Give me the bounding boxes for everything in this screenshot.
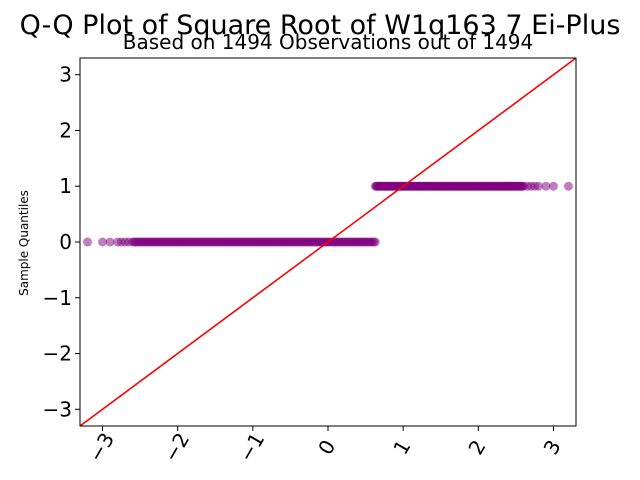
y-tick-label: −1 (43, 286, 72, 310)
x-tick-label: 3 (539, 436, 566, 459)
y-tick-label: −2 (43, 342, 72, 366)
x-tick-label: 2 (463, 436, 490, 459)
data-point (548, 181, 558, 191)
chart-subtitle: Based on 1494 Observations out of 1494 (123, 30, 534, 54)
data-point (541, 181, 551, 191)
x-tick-label: 1 (388, 436, 415, 459)
y-tick-label: 0 (59, 230, 72, 254)
data-point (98, 237, 108, 247)
data-point (370, 237, 380, 247)
data-marks (80, 58, 576, 426)
data-point (533, 181, 543, 191)
x-tick-label: −2 (159, 428, 195, 466)
data-point (563, 181, 573, 191)
x-tick-label: 0 (313, 436, 340, 459)
data-point (105, 237, 115, 247)
y-axis-label: Sample Quantiles (17, 190, 31, 296)
x-tick-label: −3 (83, 428, 119, 466)
y-tick-label: 2 (59, 118, 72, 142)
chart-title: Q-Q Plot of Square Root of W1q163 7 Ei-P… (20, 10, 621, 41)
y-tick-label: 1 (59, 174, 72, 198)
reference-line (80, 58, 576, 426)
x-tick-label: −1 (234, 428, 270, 466)
y-tick-label: −3 (43, 397, 72, 421)
y-tick-label: 3 (59, 63, 72, 87)
data-point (83, 237, 93, 247)
data-point (518, 181, 528, 191)
plot-area: −3 −2 −1 0 1 2 3 −3 −2 −1 0 1 2 3 (43, 57, 577, 466)
